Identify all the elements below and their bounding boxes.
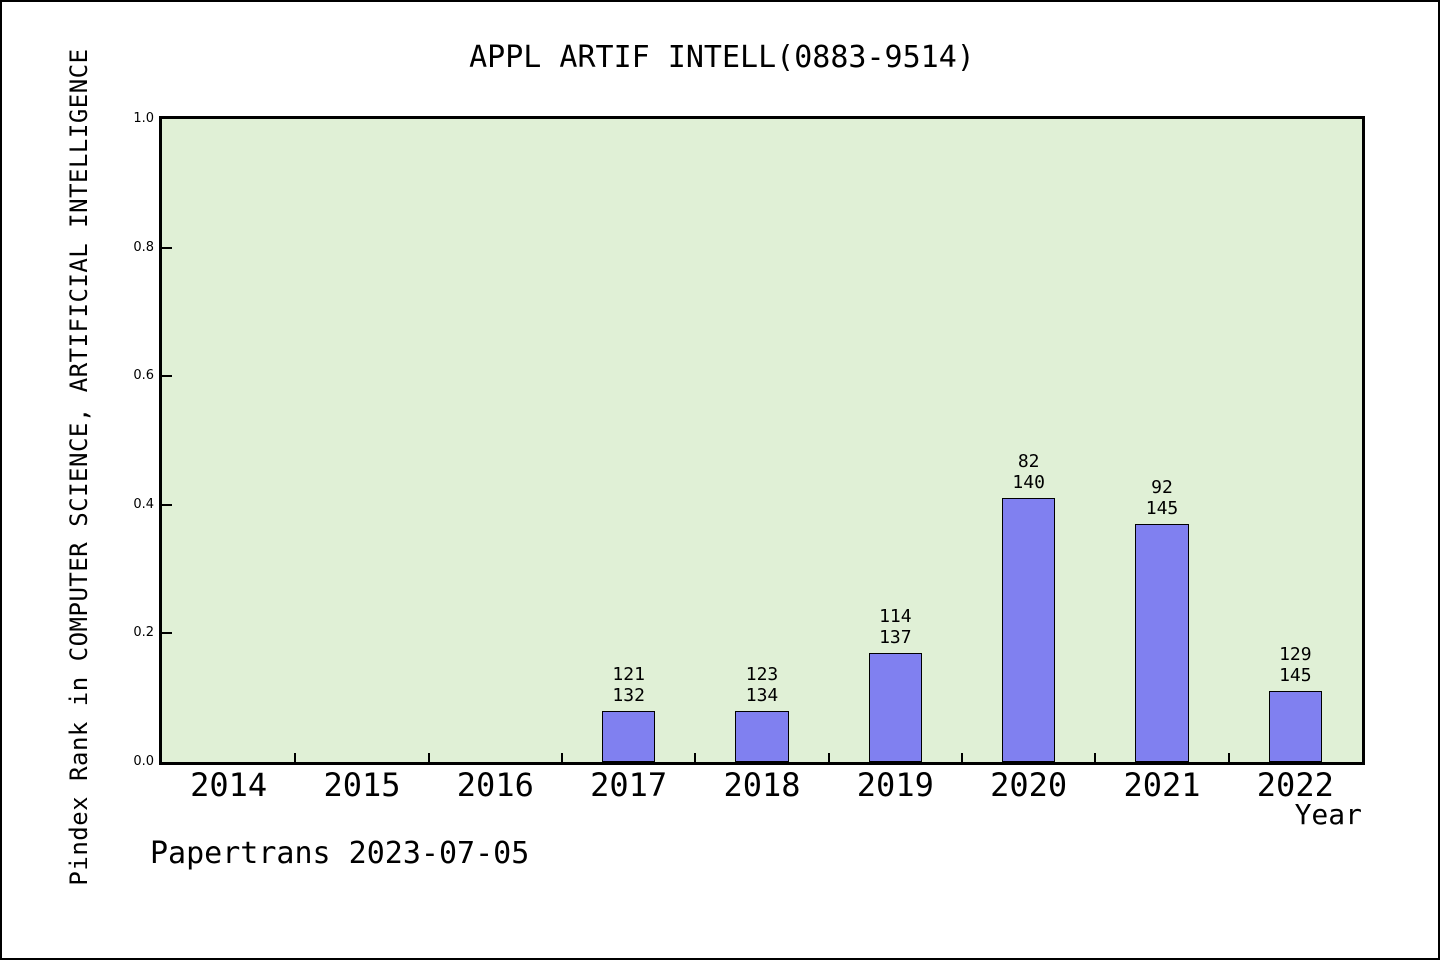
x-year-label: 2020 xyxy=(990,766,1068,804)
y-tick xyxy=(162,632,172,635)
bar-2018 xyxy=(735,710,789,762)
bar-2019 xyxy=(868,652,922,762)
x-tick xyxy=(427,753,430,762)
bar-value-label: 92 145 xyxy=(1145,477,1179,520)
x-year-label: 2017 xyxy=(590,766,668,804)
x-tick xyxy=(294,753,297,762)
bar-2022 xyxy=(1268,691,1322,762)
x-tick xyxy=(827,753,830,762)
x-tick xyxy=(694,753,697,762)
chart-title: APPL ARTIF INTELL(0883-9514) xyxy=(469,40,975,75)
x-year-label: 2018 xyxy=(723,766,801,804)
bar-value-label: 114 137 xyxy=(879,605,912,648)
plot-area: 121 132 123 134 114 137 82 140 92 145 129 145 xyxy=(162,119,1362,762)
y-tick xyxy=(162,246,172,249)
y-tick-label: 0.6 xyxy=(133,368,154,384)
x-axis-label: Year xyxy=(1294,798,1362,831)
bar-value-label: 121 132 xyxy=(612,663,645,706)
x-tick xyxy=(561,753,563,762)
x-year-label: 2014 xyxy=(190,766,268,804)
y-tick-label: 0.8 xyxy=(133,239,154,255)
y-tick xyxy=(162,375,172,378)
bar-2017 xyxy=(602,710,656,762)
x-tick xyxy=(961,753,963,762)
bar-2021 xyxy=(1135,524,1189,762)
y-tick-label: 1.0 xyxy=(133,111,154,126)
bar-value-label: 129 145 xyxy=(1279,644,1312,687)
bar-value-label: 123 134 xyxy=(745,663,779,706)
y-tick-label: 0.4 xyxy=(133,496,154,512)
y-tick xyxy=(162,503,172,506)
y-axis-label: Pindex Rank in COMPUTER SCIENCE, ARTIFIC… xyxy=(65,48,93,886)
bar-value-label: 82 140 xyxy=(1012,451,1045,494)
bar-2020 xyxy=(1002,498,1056,762)
x-year-label: 2016 xyxy=(456,766,534,804)
x-tick xyxy=(1227,753,1230,762)
x-year-label: 2022 xyxy=(1256,766,1334,804)
x-year-label: 2015 xyxy=(323,766,401,804)
x-year-label: 2019 xyxy=(856,766,934,804)
watermark-text: Papertrans 2023-07-05 xyxy=(150,836,530,871)
y-tick-label: 0.0 xyxy=(133,754,154,769)
y-tick-label: 0.2 xyxy=(133,625,154,641)
x-year-label: 2021 xyxy=(1123,766,1201,804)
x-tick xyxy=(1094,753,1097,762)
